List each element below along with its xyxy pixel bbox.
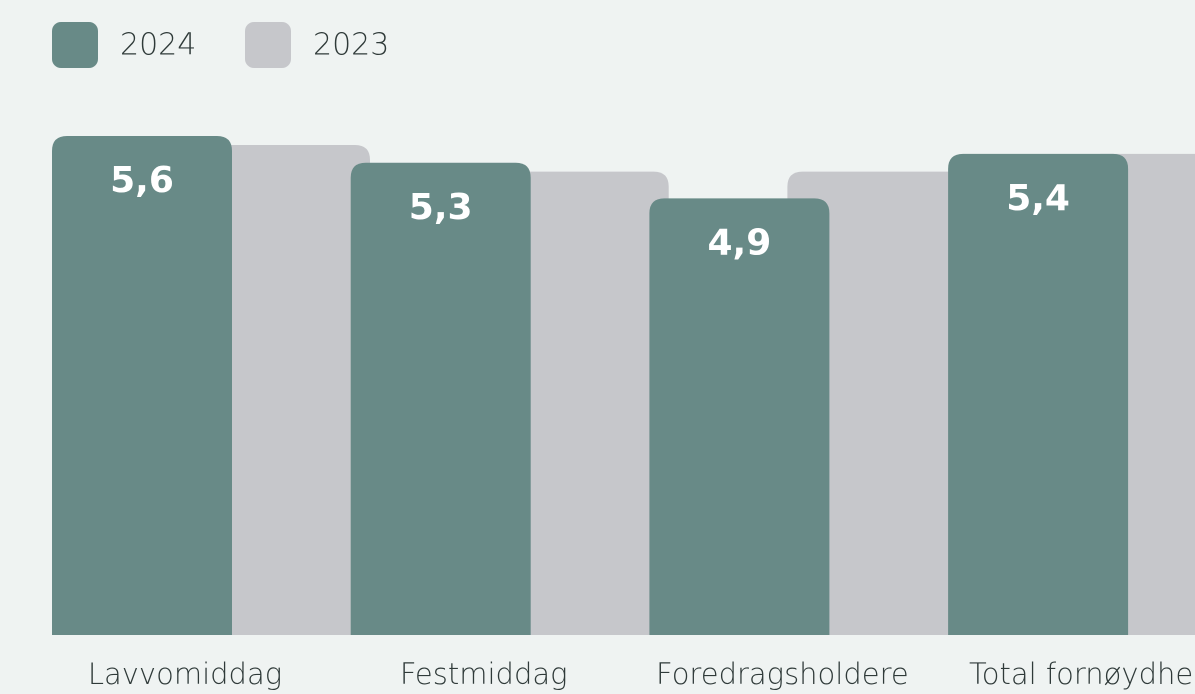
bar xyxy=(649,198,830,635)
value-label: 4,9 xyxy=(708,222,772,263)
bar xyxy=(350,162,531,635)
x-tick-label: Total fornøydhe xyxy=(969,657,1193,691)
value-label: 5,4 xyxy=(1006,178,1070,219)
x-tick-label: Festmiddag xyxy=(400,657,568,691)
bar xyxy=(787,171,968,635)
bar xyxy=(190,144,370,635)
legend-swatch xyxy=(245,22,291,68)
legend-label: 2024 xyxy=(120,28,196,63)
value-label: 5,3 xyxy=(409,187,473,228)
bar xyxy=(52,136,232,636)
bar xyxy=(948,153,1129,636)
legend-label: 2023 xyxy=(313,28,389,63)
legend-swatch xyxy=(52,22,98,68)
bar xyxy=(488,171,669,635)
value-label: 5,6 xyxy=(110,160,174,201)
x-tick-label: Foredragsholdere xyxy=(656,657,909,691)
x-tick-label: Lavvomiddag xyxy=(88,657,282,691)
